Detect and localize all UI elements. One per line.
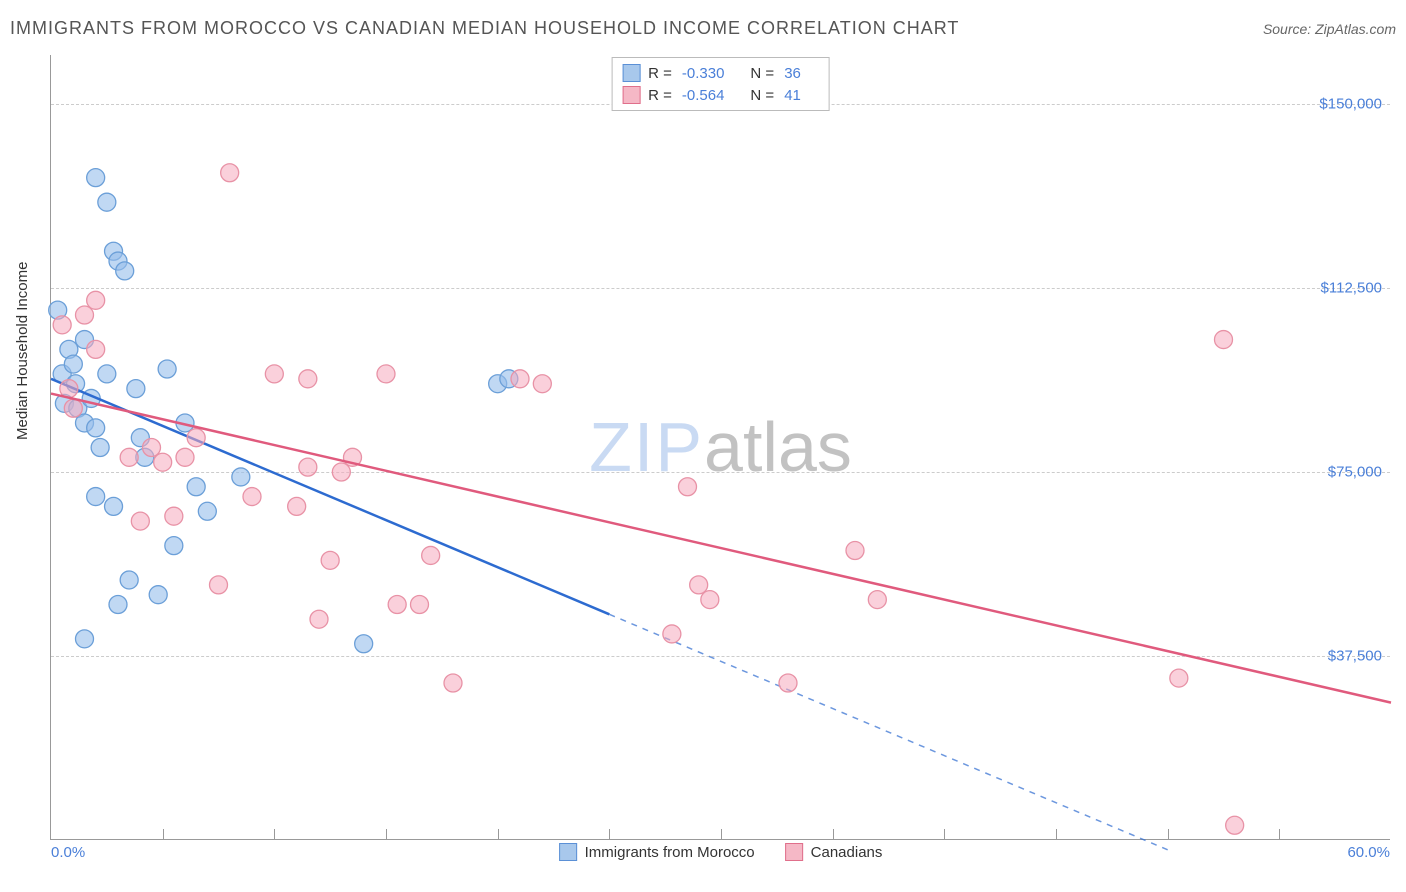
x-tick-label-max: 60.0% <box>1347 844 1390 861</box>
scatter-point-morocco <box>149 586 167 604</box>
scatter-point-canadians <box>288 497 306 515</box>
scatter-point-morocco <box>187 478 205 496</box>
legend-bottom-label-0: Immigrants from Morocco <box>585 844 755 861</box>
scatter-point-morocco <box>116 262 134 280</box>
legend-top: R = -0.330 N = 36 R = -0.564 N = 41 <box>611 57 830 111</box>
legend-r-label-1: R = <box>648 87 672 104</box>
scatter-point-canadians <box>1226 816 1244 834</box>
legend-bottom-swatch-blue-icon <box>559 843 577 861</box>
scatter-point-canadians <box>321 551 339 569</box>
scatter-point-canadians <box>663 625 681 643</box>
y-axis-label: Median Household Income <box>14 262 31 440</box>
legend-bottom-label-1: Canadians <box>811 844 883 861</box>
trend-line-canadians <box>51 394 1391 703</box>
scatter-point-canadians <box>388 596 406 614</box>
scatter-point-canadians <box>176 448 194 466</box>
scatter-point-canadians <box>511 370 529 388</box>
trend-line-dash-morocco <box>609 614 1167 850</box>
scatter-point-canadians <box>533 375 551 393</box>
scatter-point-canadians <box>310 610 328 628</box>
scatter-point-canadians <box>444 674 462 692</box>
scatter-point-canadians <box>76 306 94 324</box>
legend-bottom: Immigrants from Morocco Canadians <box>559 843 883 861</box>
scatter-point-canadians <box>165 507 183 525</box>
legend-r-label-0: R = <box>648 65 672 82</box>
scatter-point-canadians <box>299 458 317 476</box>
legend-bottom-item-0: Immigrants from Morocco <box>559 843 755 861</box>
scatter-point-canadians <box>221 164 239 182</box>
scatter-point-morocco <box>105 497 123 515</box>
scatter-point-canadians <box>332 463 350 481</box>
legend-r-val-0: -0.330 <box>682 65 725 82</box>
scatter-point-canadians <box>377 365 395 383</box>
scatter-point-canadians <box>265 365 283 383</box>
x-tick-label-min: 0.0% <box>51 844 85 861</box>
scatter-point-morocco <box>87 419 105 437</box>
legend-swatch-pink-icon <box>622 86 640 104</box>
scatter-point-morocco <box>165 537 183 555</box>
scatter-point-canadians <box>1215 331 1233 349</box>
legend-top-row-0: R = -0.330 N = 36 <box>622 62 819 84</box>
scatter-point-canadians <box>187 429 205 447</box>
scatter-point-canadians <box>679 478 697 496</box>
source-label: Source: ZipAtlas.com <box>1263 21 1396 37</box>
legend-swatch-blue-icon <box>622 64 640 82</box>
scatter-point-morocco <box>232 468 250 486</box>
legend-bottom-swatch-pink-icon <box>785 843 803 861</box>
scatter-point-canadians <box>87 340 105 358</box>
scatter-point-canadians <box>422 546 440 564</box>
legend-n-val-1: 41 <box>784 87 801 104</box>
scatter-point-canadians <box>143 439 161 457</box>
scatter-point-morocco <box>64 355 82 373</box>
scatter-point-canadians <box>701 591 719 609</box>
legend-r-val-1: -0.564 <box>682 87 725 104</box>
scatter-point-morocco <box>91 439 109 457</box>
scatter-point-morocco <box>120 571 138 589</box>
chart-svg <box>51 55 1390 839</box>
title-bar: IMMIGRANTS FROM MOROCCO VS CANADIAN MEDI… <box>10 18 1396 39</box>
scatter-point-canadians <box>53 316 71 334</box>
scatter-point-canadians <box>868 591 886 609</box>
scatter-point-canadians <box>87 291 105 309</box>
scatter-point-morocco <box>127 380 145 398</box>
scatter-point-canadians <box>846 542 864 560</box>
scatter-point-morocco <box>98 193 116 211</box>
scatter-point-morocco <box>98 365 116 383</box>
legend-n-label-1: N = <box>750 87 774 104</box>
scatter-point-morocco <box>76 630 94 648</box>
scatter-point-canadians <box>210 576 228 594</box>
scatter-point-canadians <box>779 674 797 692</box>
legend-n-label-0: N = <box>750 65 774 82</box>
scatter-point-canadians <box>1170 669 1188 687</box>
scatter-point-morocco <box>109 596 127 614</box>
scatter-point-morocco <box>87 169 105 187</box>
scatter-point-canadians <box>131 512 149 530</box>
scatter-point-canadians <box>64 399 82 417</box>
scatter-point-morocco <box>198 502 216 520</box>
scatter-point-canadians <box>154 453 172 471</box>
chart-title: IMMIGRANTS FROM MOROCCO VS CANADIAN MEDI… <box>10 18 959 39</box>
legend-bottom-item-1: Canadians <box>785 843 883 861</box>
plot-area: ZIPatlas R = -0.330 N = 36 R = -0.564 N … <box>50 55 1390 840</box>
scatter-point-canadians <box>411 596 429 614</box>
scatter-point-morocco <box>87 488 105 506</box>
scatter-point-canadians <box>299 370 317 388</box>
scatter-point-canadians <box>690 576 708 594</box>
scatter-point-canadians <box>120 448 138 466</box>
scatter-point-morocco <box>355 635 373 653</box>
legend-n-val-0: 36 <box>784 65 801 82</box>
scatter-point-morocco <box>158 360 176 378</box>
legend-top-row-1: R = -0.564 N = 41 <box>622 84 819 106</box>
scatter-point-canadians <box>243 488 261 506</box>
